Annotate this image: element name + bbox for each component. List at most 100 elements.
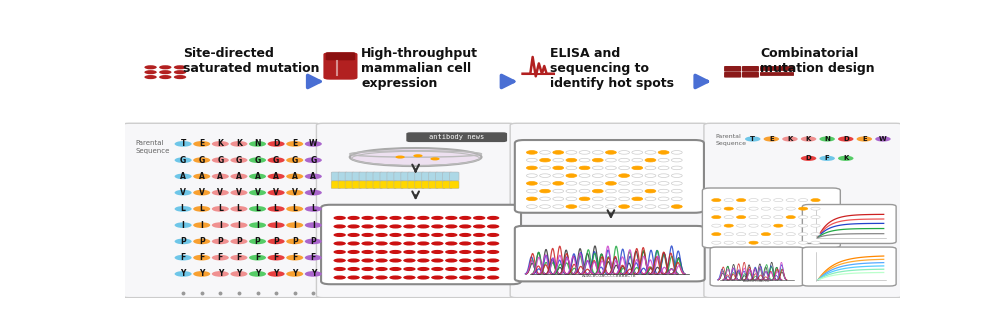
Circle shape	[606, 197, 616, 201]
Circle shape	[749, 232, 758, 236]
Text: K: K	[236, 139, 242, 148]
Circle shape	[540, 174, 550, 178]
Circle shape	[566, 158, 577, 162]
Circle shape	[838, 136, 854, 142]
Text: antibody news: antibody news	[429, 134, 484, 140]
Circle shape	[553, 166, 564, 170]
Circle shape	[375, 275, 388, 280]
Circle shape	[347, 224, 360, 228]
Text: Site-directed
saturated mutation: Site-directed saturated mutation	[183, 47, 320, 75]
Circle shape	[857, 136, 872, 142]
Circle shape	[268, 239, 285, 244]
FancyBboxPatch shape	[359, 181, 368, 189]
Circle shape	[592, 182, 603, 185]
Circle shape	[592, 158, 603, 162]
FancyBboxPatch shape	[742, 66, 759, 72]
Text: Y: Y	[180, 269, 186, 278]
Circle shape	[671, 182, 682, 185]
Text: P: P	[255, 237, 260, 246]
FancyBboxPatch shape	[345, 181, 354, 189]
Circle shape	[286, 190, 303, 196]
Circle shape	[268, 157, 285, 163]
Circle shape	[724, 232, 733, 236]
Circle shape	[403, 250, 416, 254]
Circle shape	[333, 275, 346, 280]
Circle shape	[774, 216, 783, 219]
Circle shape	[431, 250, 444, 254]
FancyBboxPatch shape	[394, 181, 403, 189]
Circle shape	[305, 239, 322, 244]
Circle shape	[619, 197, 630, 201]
Text: G: G	[180, 156, 186, 164]
Circle shape	[347, 258, 360, 263]
Circle shape	[249, 255, 266, 261]
Circle shape	[445, 233, 457, 237]
Text: I: I	[200, 221, 203, 230]
FancyBboxPatch shape	[331, 181, 340, 189]
Text: A: A	[273, 172, 279, 181]
Circle shape	[230, 190, 247, 196]
Circle shape	[445, 258, 457, 263]
Circle shape	[712, 232, 721, 236]
FancyBboxPatch shape	[510, 123, 709, 297]
Circle shape	[333, 233, 346, 237]
Circle shape	[566, 197, 577, 201]
Circle shape	[798, 207, 808, 210]
Circle shape	[712, 224, 721, 227]
Circle shape	[798, 216, 808, 219]
Circle shape	[619, 166, 630, 170]
Circle shape	[375, 250, 388, 254]
Text: Combinatorial
mutation design: Combinatorial mutation design	[761, 47, 875, 75]
Circle shape	[175, 206, 192, 212]
Circle shape	[144, 70, 157, 74]
Circle shape	[540, 158, 550, 162]
Circle shape	[230, 222, 247, 228]
FancyBboxPatch shape	[359, 172, 368, 181]
Circle shape	[212, 157, 229, 163]
FancyBboxPatch shape	[408, 172, 417, 181]
Circle shape	[431, 216, 444, 220]
Circle shape	[526, 158, 537, 162]
Circle shape	[712, 199, 721, 202]
Circle shape	[305, 206, 322, 212]
Circle shape	[212, 206, 229, 212]
Circle shape	[333, 216, 346, 220]
Text: V: V	[310, 188, 316, 197]
Circle shape	[286, 271, 303, 277]
Circle shape	[459, 275, 471, 280]
Circle shape	[473, 233, 485, 237]
Circle shape	[761, 241, 771, 244]
Circle shape	[361, 275, 374, 280]
Circle shape	[431, 242, 444, 246]
Circle shape	[249, 206, 266, 212]
Circle shape	[249, 222, 266, 228]
Circle shape	[305, 157, 322, 163]
Circle shape	[526, 182, 537, 185]
FancyBboxPatch shape	[742, 72, 759, 78]
Text: L: L	[218, 204, 223, 213]
Circle shape	[632, 205, 643, 208]
Circle shape	[417, 258, 430, 263]
Circle shape	[417, 242, 430, 246]
Circle shape	[361, 250, 374, 254]
Circle shape	[592, 189, 603, 193]
Circle shape	[361, 258, 374, 263]
Circle shape	[473, 224, 485, 228]
Circle shape	[671, 205, 682, 208]
Circle shape	[592, 205, 603, 208]
Circle shape	[459, 216, 471, 220]
Circle shape	[473, 242, 485, 246]
Text: Y: Y	[255, 269, 260, 278]
Circle shape	[526, 205, 537, 208]
Circle shape	[249, 239, 266, 244]
Circle shape	[417, 224, 430, 228]
FancyBboxPatch shape	[704, 123, 902, 297]
Circle shape	[175, 190, 192, 196]
Circle shape	[553, 189, 564, 193]
Circle shape	[645, 174, 656, 178]
Circle shape	[175, 271, 192, 277]
Circle shape	[606, 205, 616, 208]
Circle shape	[268, 222, 285, 228]
Text: Parental
Sequence: Parental Sequence	[716, 134, 747, 146]
Circle shape	[736, 224, 746, 227]
